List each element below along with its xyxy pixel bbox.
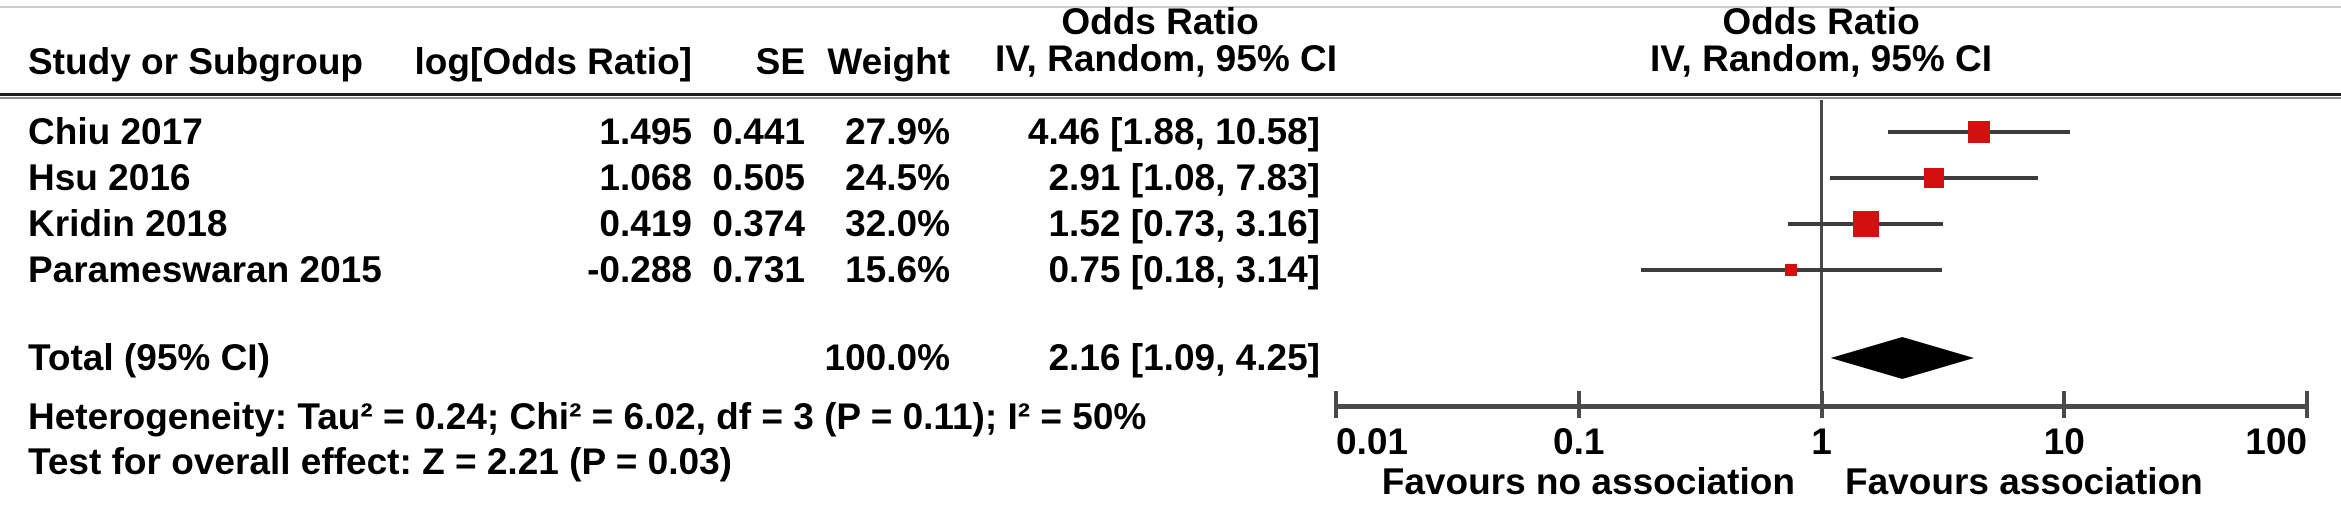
axis-tick-label: 0.01 — [1336, 421, 1409, 462]
log-or-value: 1.068 — [599, 157, 692, 198]
study-label: Hsu 2016 — [28, 157, 191, 198]
table-row: Kridin 2018 0.419 0.374 32.0% 1.52 [0.73… — [0, 201, 1330, 247]
header-rule-dark — [0, 93, 2341, 96]
col-header-weight: Weight — [827, 41, 950, 82]
axis-tick-label: 100 — [2245, 421, 2307, 462]
axis-tick — [1576, 391, 1581, 418]
log-or-value: -0.288 — [587, 249, 692, 290]
favours-left-label: Favours no association — [1381, 461, 1795, 502]
se-value: 0.374 — [712, 203, 805, 244]
plot-subtitle: IV, Random, 95% CI — [1649, 38, 1992, 79]
overall-effect-note: Test for overall effect: Z = 2.21 (P = 0… — [28, 441, 732, 482]
table-row: Hsu 2016 1.068 0.505 24.5% 2.91 [1.08, 7… — [0, 155, 1330, 201]
col-header-log-or: log[Odds Ratio] — [414, 41, 692, 82]
axis-tick — [1334, 391, 1338, 418]
ci-value: 0.75 [0.18, 3.14] — [1048, 249, 1320, 290]
effect-square — [1968, 121, 1991, 143]
favours-right-label: Favours association — [1845, 461, 2203, 502]
table-row: Chiu 2017 1.495 0.441 27.9% 4.46 [1.88, … — [0, 109, 1330, 155]
weight-value: 15.6% — [845, 249, 950, 290]
se-value: 0.505 — [712, 157, 805, 198]
axis-tick-label: 1 — [1811, 421, 1832, 462]
header-rule-light — [0, 97, 2341, 99]
col-header-se: SE — [755, 41, 805, 82]
table-row: Parameswaran 2015 -0.288 0.731 15.6% 0.7… — [0, 247, 1330, 293]
total-weight: 100.0% — [824, 337, 951, 378]
axis-tick — [1819, 391, 1824, 418]
ci-value: 4.46 [1.88, 10.58] — [1027, 111, 1320, 152]
effect-column-title: Odds Ratio — [1061, 1, 1259, 42]
top-edge-line — [0, 6, 2341, 8]
log-or-value: 1.495 — [599, 111, 692, 152]
study-label: Kridin 2018 — [28, 203, 228, 244]
log-or-value: 0.419 — [599, 203, 692, 244]
weight-value: 32.0% — [845, 203, 950, 244]
col-header-study: Study or Subgroup — [28, 41, 364, 82]
axis-tick — [2305, 391, 2309, 418]
ci-value: 2.91 [1.08, 7.83] — [1048, 157, 1320, 198]
effect-square — [1924, 168, 1945, 188]
study-label: Chiu 2017 — [28, 111, 203, 152]
study-label: Parameswaran 2015 — [28, 249, 382, 290]
axis-tick-label: 0.1 — [1553, 421, 1605, 462]
effect-column-subtitle: IV, Random, 95% CI — [995, 38, 1338, 79]
table-header-row: Study or Subgroup log[Odds Ratio] SE Wei… — [0, 39, 1330, 85]
reference-line — [1820, 100, 1823, 407]
se-value: 0.441 — [712, 111, 805, 152]
weight-value: 24.5% — [845, 157, 950, 198]
axis-tick-label: 10 — [2043, 421, 2085, 462]
axis-tick — [2062, 391, 2067, 418]
heterogeneity-note: Heterogeneity: Tau² = 0.24; Chi² = 6.02,… — [28, 396, 1147, 437]
total-ci: 2.16 [1.09, 4.25] — [1048, 337, 1320, 378]
effect-square — [1852, 211, 1879, 237]
ci-value: 1.52 [0.73, 3.16] — [1048, 203, 1320, 244]
total-label: Total (95% CI) — [28, 337, 270, 378]
effect-square — [1785, 264, 1798, 276]
se-value: 0.731 — [712, 249, 805, 290]
total-row: Total (95% CI) 100.0% 2.16 [1.09, 4.25] — [0, 335, 1330, 381]
weight-value: 27.9% — [845, 111, 950, 152]
plot-title: Odds Ratio — [1722, 1, 1920, 42]
total-diamond — [1830, 337, 1975, 379]
